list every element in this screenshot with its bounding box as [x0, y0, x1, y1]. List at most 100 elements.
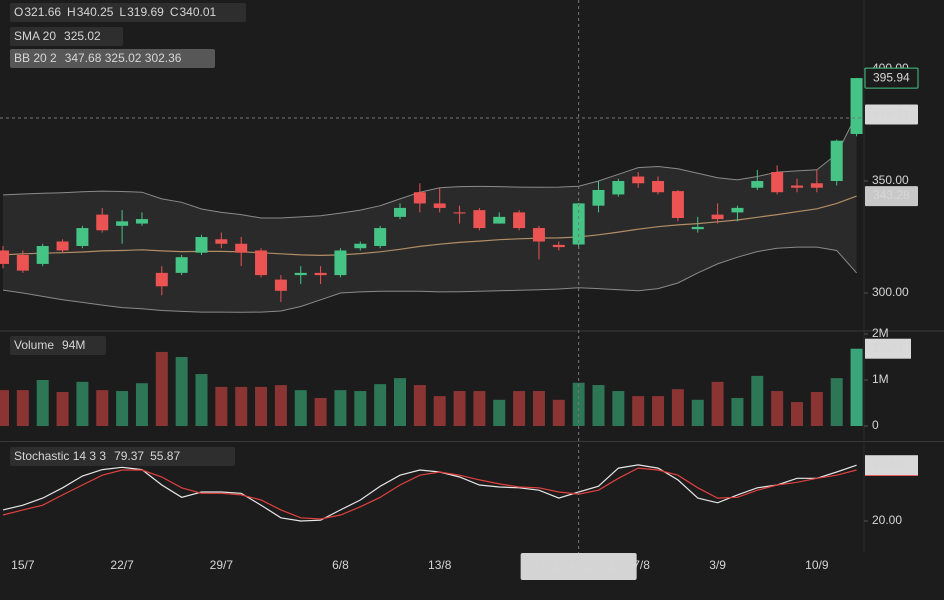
candle-body	[294, 272, 307, 276]
volume-bar	[274, 385, 287, 427]
volume-bar	[830, 378, 843, 427]
volume-bar	[76, 381, 89, 427]
x-tick-label: 6/8	[332, 558, 349, 572]
volume-bar	[374, 384, 387, 427]
candle-body	[632, 176, 645, 184]
volume-bar	[671, 389, 684, 427]
volume-bar	[791, 402, 803, 427]
legend-box	[10, 27, 123, 46]
candle-body	[155, 272, 168, 287]
volume-bar	[413, 385, 426, 427]
legend-text: 319.69	[127, 5, 164, 19]
volume-bar	[751, 375, 764, 427]
x-tick-label: 13/8	[428, 558, 452, 572]
volume-bar	[155, 351, 168, 427]
candle-body	[175, 257, 188, 273]
volume-bar	[473, 391, 486, 427]
legend-text: O	[14, 5, 23, 19]
candle-body	[433, 203, 446, 208]
candle-body	[413, 192, 426, 204]
legend-text: 340.25	[77, 5, 114, 19]
legend-text: 347.68 325.02 302.36	[65, 51, 182, 65]
stoch-line	[2, 467, 857, 520]
sma-line	[2, 195, 857, 257]
volume-bar	[96, 390, 109, 427]
volume-bar	[215, 386, 228, 427]
candle-body	[354, 243, 367, 249]
candle-body	[215, 239, 228, 244]
candle-body	[235, 243, 248, 253]
legend-box	[10, 49, 215, 68]
volume-bar	[354, 391, 367, 427]
legend-text: C	[170, 5, 179, 19]
x-tick-label: 29/7	[210, 558, 234, 572]
y-tick-label: 300.00	[872, 285, 909, 299]
candle-body	[592, 189, 605, 206]
volume-bar	[16, 390, 29, 427]
volume-bar	[592, 385, 605, 427]
volume-bar	[691, 399, 704, 427]
candle-body	[394, 207, 406, 217]
volume-bar	[632, 396, 645, 427]
candle-body	[255, 250, 268, 276]
legend-text: 325.02	[64, 29, 101, 43]
volume-bar	[394, 378, 406, 427]
candle-body	[473, 210, 486, 229]
bb-lower	[2, 246, 857, 313]
candle-body	[691, 226, 704, 230]
legend-box	[10, 336, 106, 355]
sma-value-box	[865, 186, 918, 207]
volume-bar	[731, 397, 744, 427]
x-tick-label: 22/7	[110, 558, 134, 572]
candle-body	[374, 228, 387, 246]
y-tick-label: 350.00	[872, 173, 909, 187]
x-tick-label: 15/7	[11, 558, 35, 572]
legend-text: Volume	[14, 338, 54, 352]
volume-bar	[294, 390, 307, 427]
volume-bar	[135, 383, 148, 427]
y-tick-label: 2M	[872, 326, 889, 340]
legend-text: Stochastic 14 3 3	[14, 449, 106, 463]
volume-bar	[652, 396, 665, 427]
candle-body	[552, 244, 565, 248]
legend-text: 321.66	[24, 5, 61, 19]
candle-body	[493, 216, 506, 224]
volume-badge-box	[865, 338, 911, 359]
volume-bar	[810, 391, 823, 427]
sma-value: 343.28	[873, 188, 910, 202]
legend-text: 55.87	[150, 449, 180, 463]
legend-box	[10, 3, 246, 22]
volume-bar	[235, 386, 248, 427]
volume-bar	[56, 391, 69, 427]
volume-bar	[612, 391, 625, 427]
x-tick-label: 3/9	[709, 558, 726, 572]
y-tick-label: 1M	[872, 372, 889, 386]
candle-body	[36, 245, 49, 264]
volume-badge: 168M	[873, 341, 903, 355]
legend-text: 94M	[62, 338, 85, 352]
candle-body	[711, 214, 724, 220]
last-price: 395.94	[873, 70, 910, 84]
candle-body	[453, 212, 466, 214]
volume-bar	[175, 356, 188, 427]
candle-body	[96, 214, 109, 231]
candle-body	[314, 272, 327, 276]
volume-bar	[850, 348, 863, 427]
volume-bar	[771, 391, 784, 427]
volume-bar	[532, 391, 545, 427]
volume-bar	[334, 390, 347, 427]
candle-body	[671, 191, 684, 218]
candle-body	[751, 181, 764, 188]
last-price-box	[864, 67, 919, 89]
band-fill	[3, 114, 857, 313]
candle-body	[532, 228, 545, 242]
legend-text: SMA 20	[14, 29, 56, 43]
candle-body	[791, 185, 803, 188]
stoch-line	[2, 464, 857, 522]
volume-bar	[314, 397, 327, 427]
candle-body	[652, 181, 665, 193]
legend-text: BB 20 2	[14, 51, 57, 65]
candle-body	[0, 250, 9, 264]
